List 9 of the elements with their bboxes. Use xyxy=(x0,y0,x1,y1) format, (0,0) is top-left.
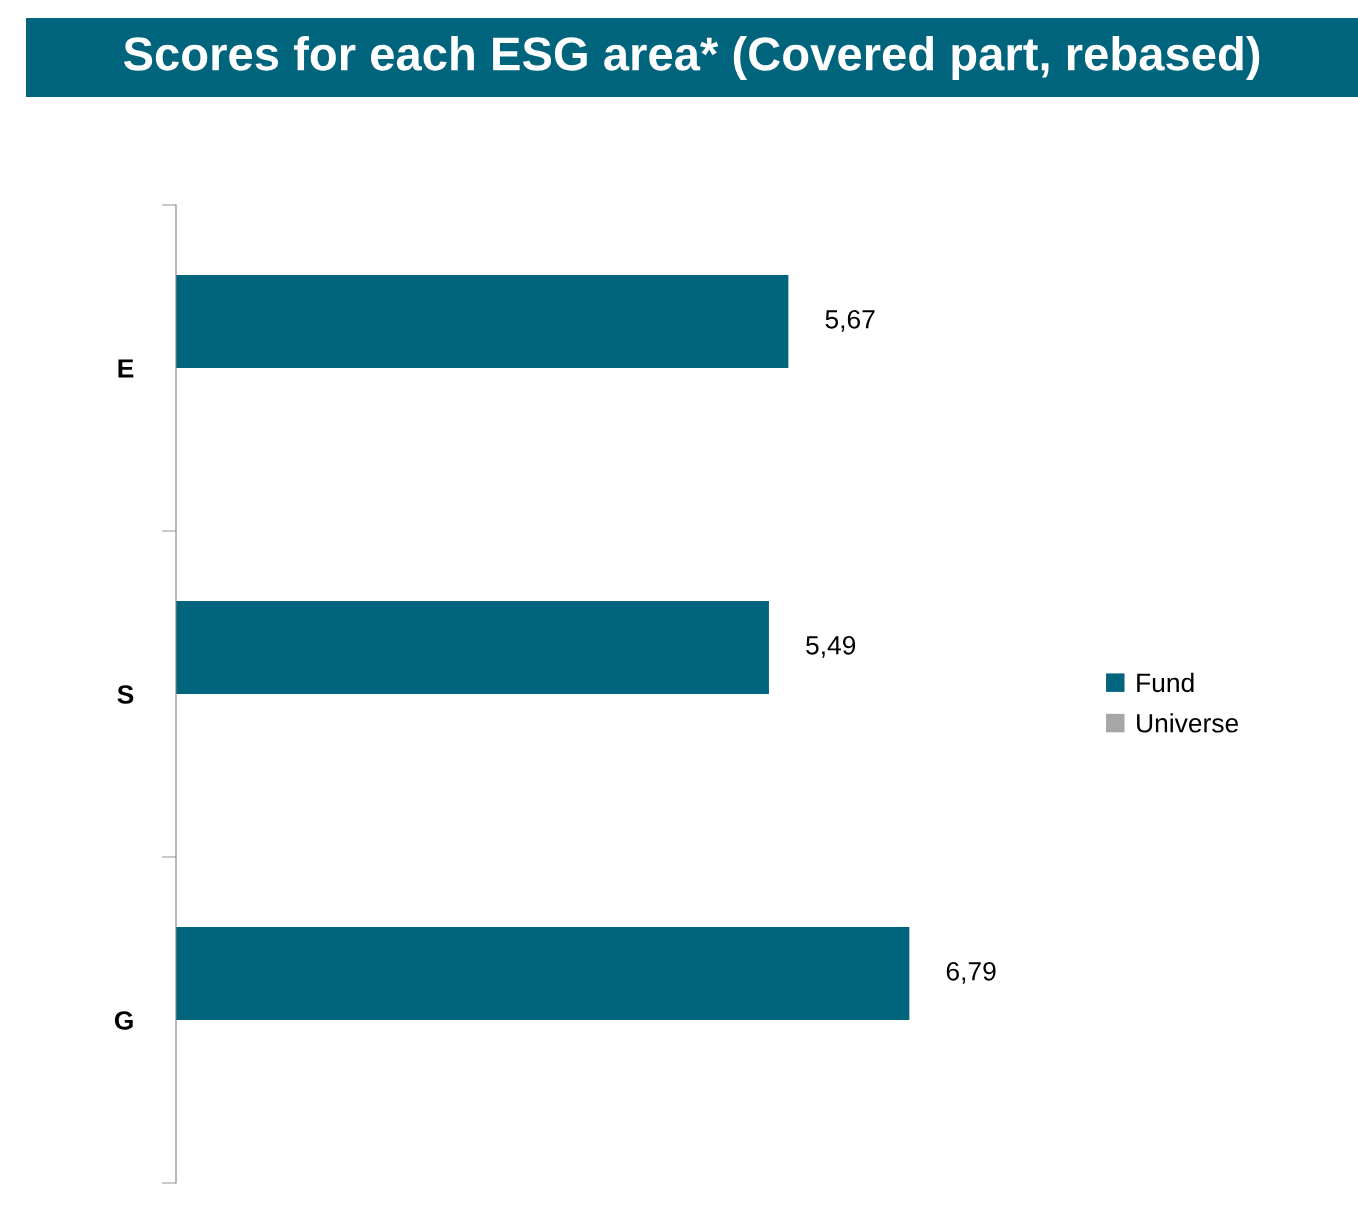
y-tick-label: E xyxy=(118,359,134,378)
y-tick-label: S xyxy=(117,685,134,704)
data-label: 5,67 xyxy=(825,309,875,332)
chart-title: Scores for each ESG area* (Covered part, rebased) xyxy=(123,35,1260,81)
legend-label: Universe xyxy=(1137,713,1239,733)
data-label: 6,79 xyxy=(946,961,996,984)
legend-label: Fund xyxy=(1137,672,1194,693)
data-label: 5,49 xyxy=(806,635,856,658)
y-tick-label: G xyxy=(114,1011,133,1030)
